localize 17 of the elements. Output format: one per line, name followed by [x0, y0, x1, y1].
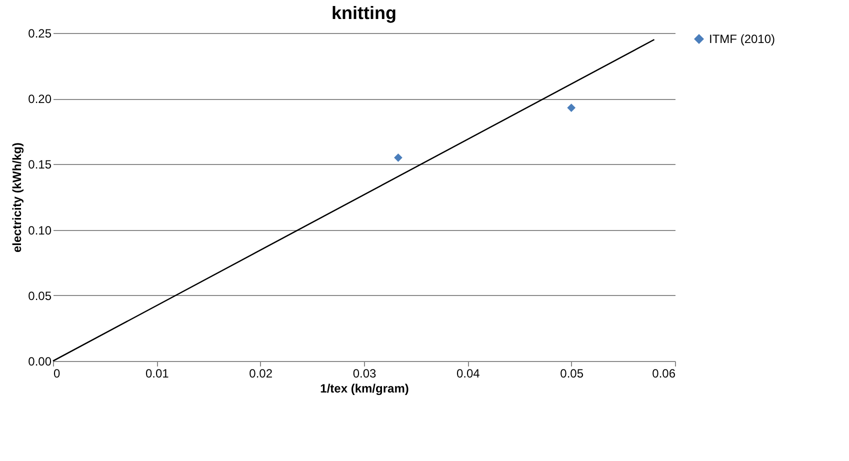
- y-tick-label: 0.25: [28, 26, 52, 40]
- y-tick-label: 0.00: [28, 354, 52, 368]
- x-tick-label: 0.05: [560, 366, 584, 380]
- legend-label: ITMF (2010): [709, 32, 776, 46]
- chart-title: knitting: [332, 3, 396, 23]
- y-tick-label: 0.20: [28, 92, 52, 106]
- y-tick-label: 0.15: [28, 158, 52, 172]
- y-axis-title: electricity (kWh/kg): [10, 142, 24, 253]
- x-tick-label: 0.01: [145, 366, 170, 380]
- y-tick-label: 0.05: [28, 288, 52, 303]
- x-tick-label: 0.04: [456, 366, 480, 380]
- x-tick-label: 0.06: [652, 366, 676, 380]
- x-tick-label: 0.02: [249, 366, 273, 380]
- y-tick-label: 0.10: [28, 223, 52, 238]
- x-tick-label: 0.03: [352, 366, 376, 380]
- x-axis-title: 1/tex (km/gram): [320, 382, 409, 396]
- x-tick-label: 0: [54, 366, 60, 380]
